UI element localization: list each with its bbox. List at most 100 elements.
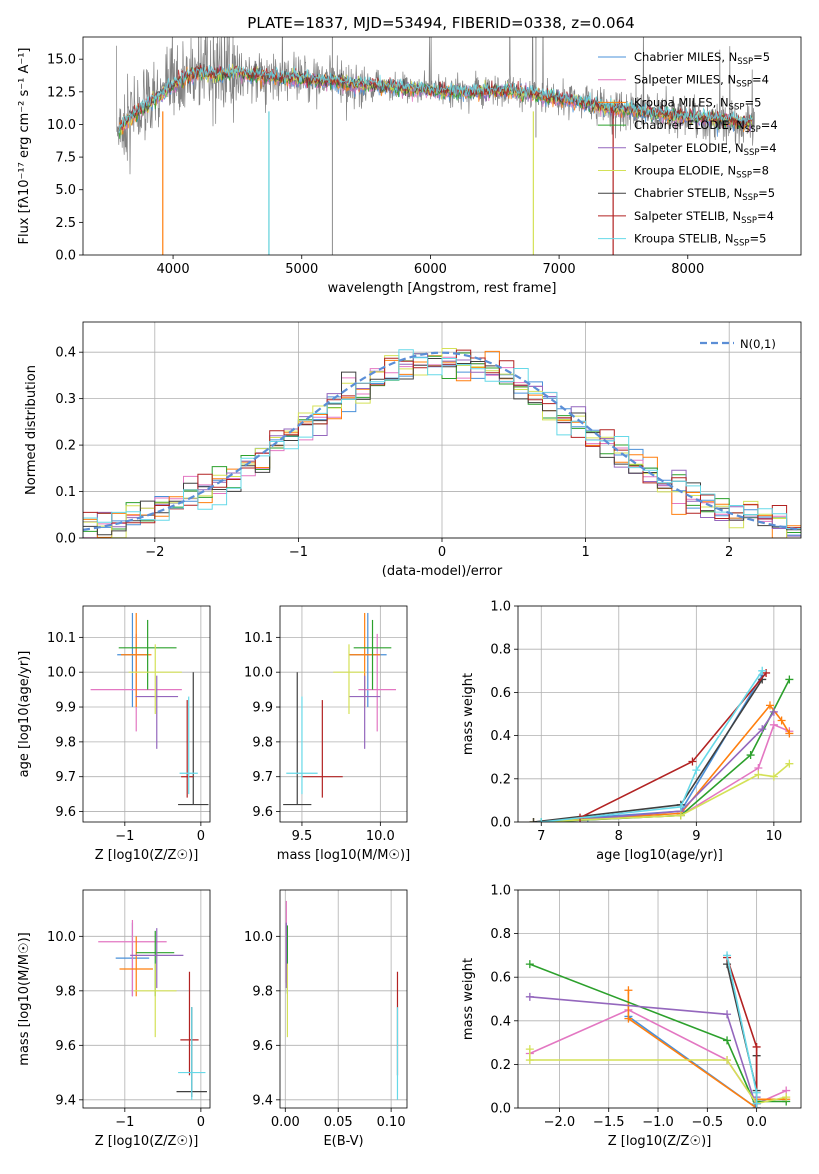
y-tick-label: 9.6 (55, 805, 76, 820)
plus-marker (723, 1036, 732, 1045)
mass-vs-metallicity-panel: −1 0 9.4 9.6 9.8 10.0 Z [log10(Z/Z☉)] mass [log… (17, 889, 211, 1149)
x-tick-label: −1 (289, 545, 308, 560)
plus-marker (782, 1093, 791, 1102)
x-tick-label: 0.05 (324, 1115, 353, 1130)
weight-vs-age-panel: 7 8 9 10 0.0 0.2 0.4 0.6 0.8 1.0 age [log10(age/yr… (461, 600, 802, 863)
x-axis-label: wavelength [Angstrom, rest frame] (328, 281, 557, 296)
plus-marker (537, 818, 546, 822)
axes-frame (279, 605, 408, 823)
x-tick-label: 9 (692, 829, 700, 844)
weight-vs-metallicity-panel: −2.0 −1.5 −1.0 −0.5 0.0 0.0 0.2 0.4 0.6 0.8 1.0 Z [… (461, 884, 802, 1149)
plus-marker (752, 1042, 761, 1051)
y-axis-label: Normed distribution (24, 365, 39, 495)
x-tick-label: 2 (725, 545, 733, 560)
plus-marker (752, 1099, 761, 1108)
x-axis-label: E(B-V) (323, 1134, 363, 1149)
plus-marker (624, 986, 633, 995)
plus-marker (785, 729, 794, 738)
y-tick-label: 9.9 (55, 701, 76, 716)
y-tick-label: 9.4 (252, 1093, 273, 1108)
plot-area (116, 37, 755, 255)
spectrum-panel: 4000 5000 6000 7000 8000 0.0 2.5 5.0 7.5 10.0 12.5… (17, 36, 802, 296)
x-tick-label: 8000 (671, 262, 704, 277)
plus-marker (624, 1014, 633, 1023)
y-tick-label: 0.0 (490, 816, 511, 831)
plus-marker (525, 992, 534, 1001)
plus-marker (688, 757, 697, 766)
axes-frame (279, 889, 408, 1109)
y-tick-label: 7.5 (55, 151, 76, 166)
x-tick-label: 10 (766, 829, 783, 844)
x-tick-label: 0.00 (271, 1115, 300, 1130)
y-tick-label: 0.1 (55, 485, 76, 500)
plus-marker (746, 751, 755, 760)
x-tick-label: 8 (615, 829, 623, 844)
x-tick-label: 1 (581, 545, 589, 560)
y-tick-label: 5.0 (55, 183, 76, 198)
model-spectrum-line (118, 63, 753, 133)
y-tick-label: 0.4 (490, 1014, 511, 1029)
x-axis-label: mass [log10(M/M☉)] (277, 848, 410, 863)
x-tick-label: 9.5 (292, 829, 313, 844)
y-tick-label: 0.3 (55, 392, 76, 407)
y-tick-label: 9.7 (55, 770, 76, 785)
y-tick-label: 2.5 (55, 216, 76, 231)
plus-marker (769, 772, 778, 781)
x-tick-label: −1 (115, 829, 134, 844)
axes-frame (517, 889, 802, 1109)
x-tick-label: −1.5 (593, 1115, 625, 1130)
legend-label: Salpeter MILES, NSSP=4 (634, 73, 769, 90)
plus-marker (769, 707, 778, 716)
y-tick-label: 0.0 (55, 249, 76, 264)
mass-weight-line (541, 670, 763, 822)
histogram-series (83, 349, 801, 538)
plus-marker (785, 759, 794, 768)
mass-weight-line (529, 996, 758, 1108)
y-tick-label: 9.9 (252, 701, 273, 716)
y-axis-label: mass weight (461, 673, 476, 755)
y-tick-label: 0.6 (490, 686, 511, 701)
y-tick-label: 0.2 (490, 772, 511, 787)
x-tick-label: 4000 (157, 262, 190, 277)
legend-label: Kroupa ELODIE, NSSP=8 (634, 164, 769, 181)
model-spectrum-line (118, 64, 753, 131)
y-tick-label: 1.0 (490, 600, 511, 615)
y-tick-label: 9.6 (55, 1039, 76, 1054)
mass-weight-line (533, 678, 763, 822)
plus-marker (676, 802, 685, 811)
plot-area (98, 919, 207, 1100)
y-axis-label: mass [log10(M/M☉)] (17, 932, 32, 1065)
y-tick-label: 9.8 (55, 735, 76, 750)
y-tick-label: 15.0 (47, 53, 76, 68)
y-tick-label: 0.6 (490, 971, 511, 986)
y-axis-label: Flux [fλ10⁻¹⁷ erg cm⁻² s⁻¹ A⁻¹] (17, 48, 32, 245)
y-tick-label: 0.0 (490, 1102, 511, 1117)
x-axis-label: Z [log10(Z/Z☉)] (608, 1134, 712, 1149)
legend-label: Salpeter ELODIE, NSSP=4 (634, 141, 777, 158)
x-tick-label: 10.0 (366, 829, 395, 844)
x-tick-label: 7000 (543, 262, 576, 277)
plus-marker (769, 720, 778, 729)
gaussian-reference-line (83, 351, 801, 531)
plus-marker (692, 766, 701, 775)
mass-weight-line (579, 672, 767, 819)
age-vs-mass-panel: 9.5 10.0 9.6 9.7 9.8 9.9 10.0 10.1 mass [log10(M… (244, 605, 410, 863)
legend-label: Chabrier ELODIE, NSSP=4 (634, 118, 778, 135)
x-tick-label: −0.5 (692, 1115, 724, 1130)
y-axis-label: age [log10(age/yr)] (17, 651, 32, 778)
x-tick-label: −1.0 (642, 1115, 674, 1130)
plot-area (285, 900, 399, 1100)
plus-marker (758, 666, 767, 675)
axes-frame (82, 605, 211, 823)
x-tick-label: 6000 (414, 262, 447, 277)
axes-frame (517, 605, 802, 823)
legend-label: N(0,1) (740, 337, 776, 351)
mass-vs-ebv-panel: 0.00 0.05 0.10 9.4 9.6 9.8 10.0 E(B-V) (244, 889, 408, 1149)
plot-area (529, 666, 794, 822)
x-tick-label: −2 (145, 545, 164, 560)
y-tick-label: 10.0 (47, 118, 76, 133)
plus-marker (525, 960, 534, 969)
axes-frame (82, 36, 802, 256)
x-tick-label: 5000 (285, 262, 318, 277)
x-tick-label: −1 (115, 1115, 134, 1130)
